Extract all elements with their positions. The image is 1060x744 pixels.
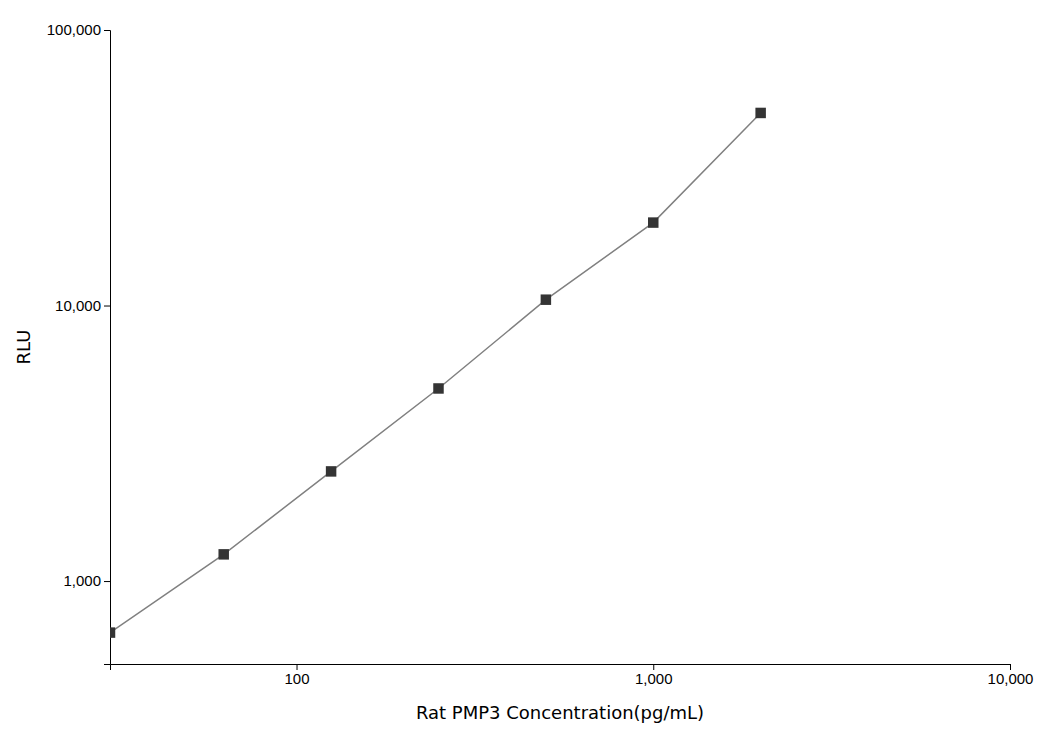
marker xyxy=(218,549,228,559)
y-axis: 1,000 10,000 100,000 xyxy=(47,21,111,664)
tick: 10,000 xyxy=(55,297,110,314)
tick-mark xyxy=(104,581,110,582)
marker xyxy=(433,383,443,393)
tick-mark xyxy=(104,30,110,31)
tick: 10,000 xyxy=(988,664,1034,687)
axis-line xyxy=(104,31,111,665)
y-axis-title: RLU xyxy=(13,330,34,365)
axis-line xyxy=(111,665,1011,671)
marker xyxy=(326,466,336,476)
marks xyxy=(110,108,766,638)
tick: 100,000 xyxy=(47,21,110,38)
marker xyxy=(110,627,115,637)
marker xyxy=(755,108,765,118)
chart: 100 1,000 10,000 1,000 10,000 100,000 Rat PMP3… xyxy=(0,0,1060,744)
tick-label: 10,000 xyxy=(988,670,1034,687)
marker xyxy=(541,294,551,304)
x-axis: 100 1,000 10,000 xyxy=(111,664,1034,687)
chart-container: 100 1,000 10,000 1,000 10,000 100,000 Rat PMP3… xyxy=(0,0,1060,744)
tick-label: 10,000 xyxy=(55,297,101,314)
tick-label: 1,000 xyxy=(63,572,101,589)
tick: 100 xyxy=(285,664,310,687)
marker xyxy=(648,217,658,227)
tick: 1,000 xyxy=(63,572,110,589)
line xyxy=(110,113,761,633)
plot: 100 1,000 10,000 1,000 10,000 100,000 xyxy=(47,21,1034,686)
tick: 1,000 xyxy=(635,664,673,687)
tick-label: 1,000 xyxy=(635,670,673,687)
tick-mark xyxy=(104,306,110,307)
tick-label: 100 xyxy=(285,670,310,687)
x-axis-title: Rat PMP3 Concentration(pg/mL) xyxy=(416,702,704,723)
tick-label: 100,000 xyxy=(47,21,101,38)
